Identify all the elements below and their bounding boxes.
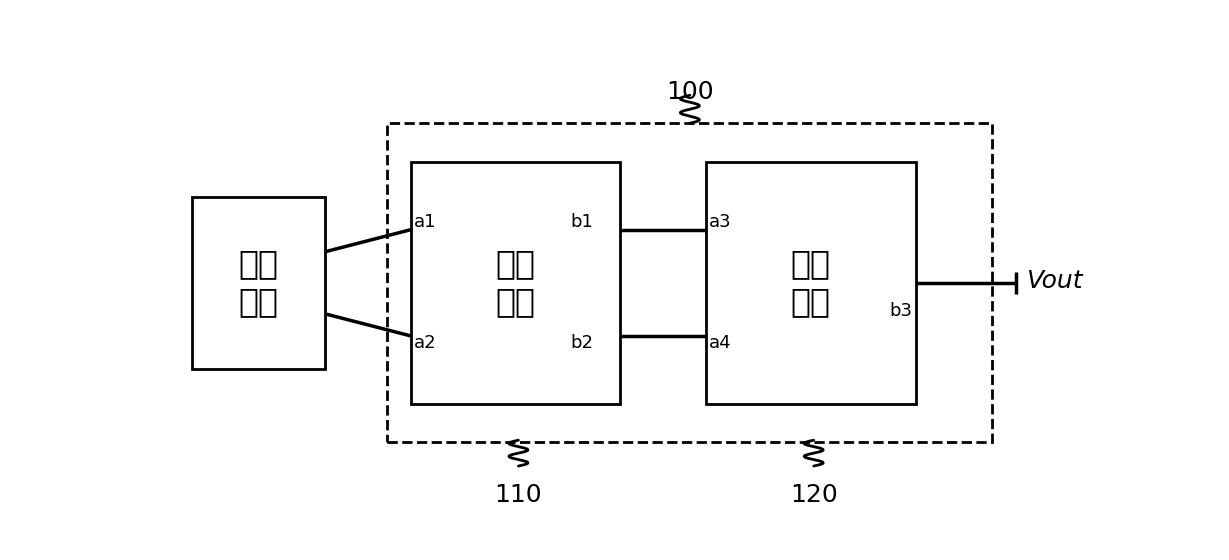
Text: 空心
线圈: 空心 线圈: [238, 247, 279, 319]
Text: b2: b2: [570, 334, 594, 352]
Bar: [387, 123, 992, 442]
Text: 放大
模块: 放大 模块: [790, 247, 831, 319]
Text: b1: b1: [570, 213, 594, 231]
Text: a2: a2: [414, 334, 436, 352]
Text: b3: b3: [889, 302, 912, 320]
Text: Vout: Vout: [1026, 269, 1083, 293]
Text: a3: a3: [709, 213, 731, 231]
Text: 100: 100: [666, 80, 714, 104]
Bar: [705, 162, 916, 404]
Text: a1: a1: [414, 213, 436, 231]
Text: 120: 120: [790, 483, 838, 507]
Text: 积分
模块: 积分 模块: [495, 247, 536, 319]
Bar: [192, 197, 324, 369]
Text: a4: a4: [709, 334, 731, 352]
Text: 110: 110: [494, 483, 542, 507]
Bar: [410, 162, 621, 404]
